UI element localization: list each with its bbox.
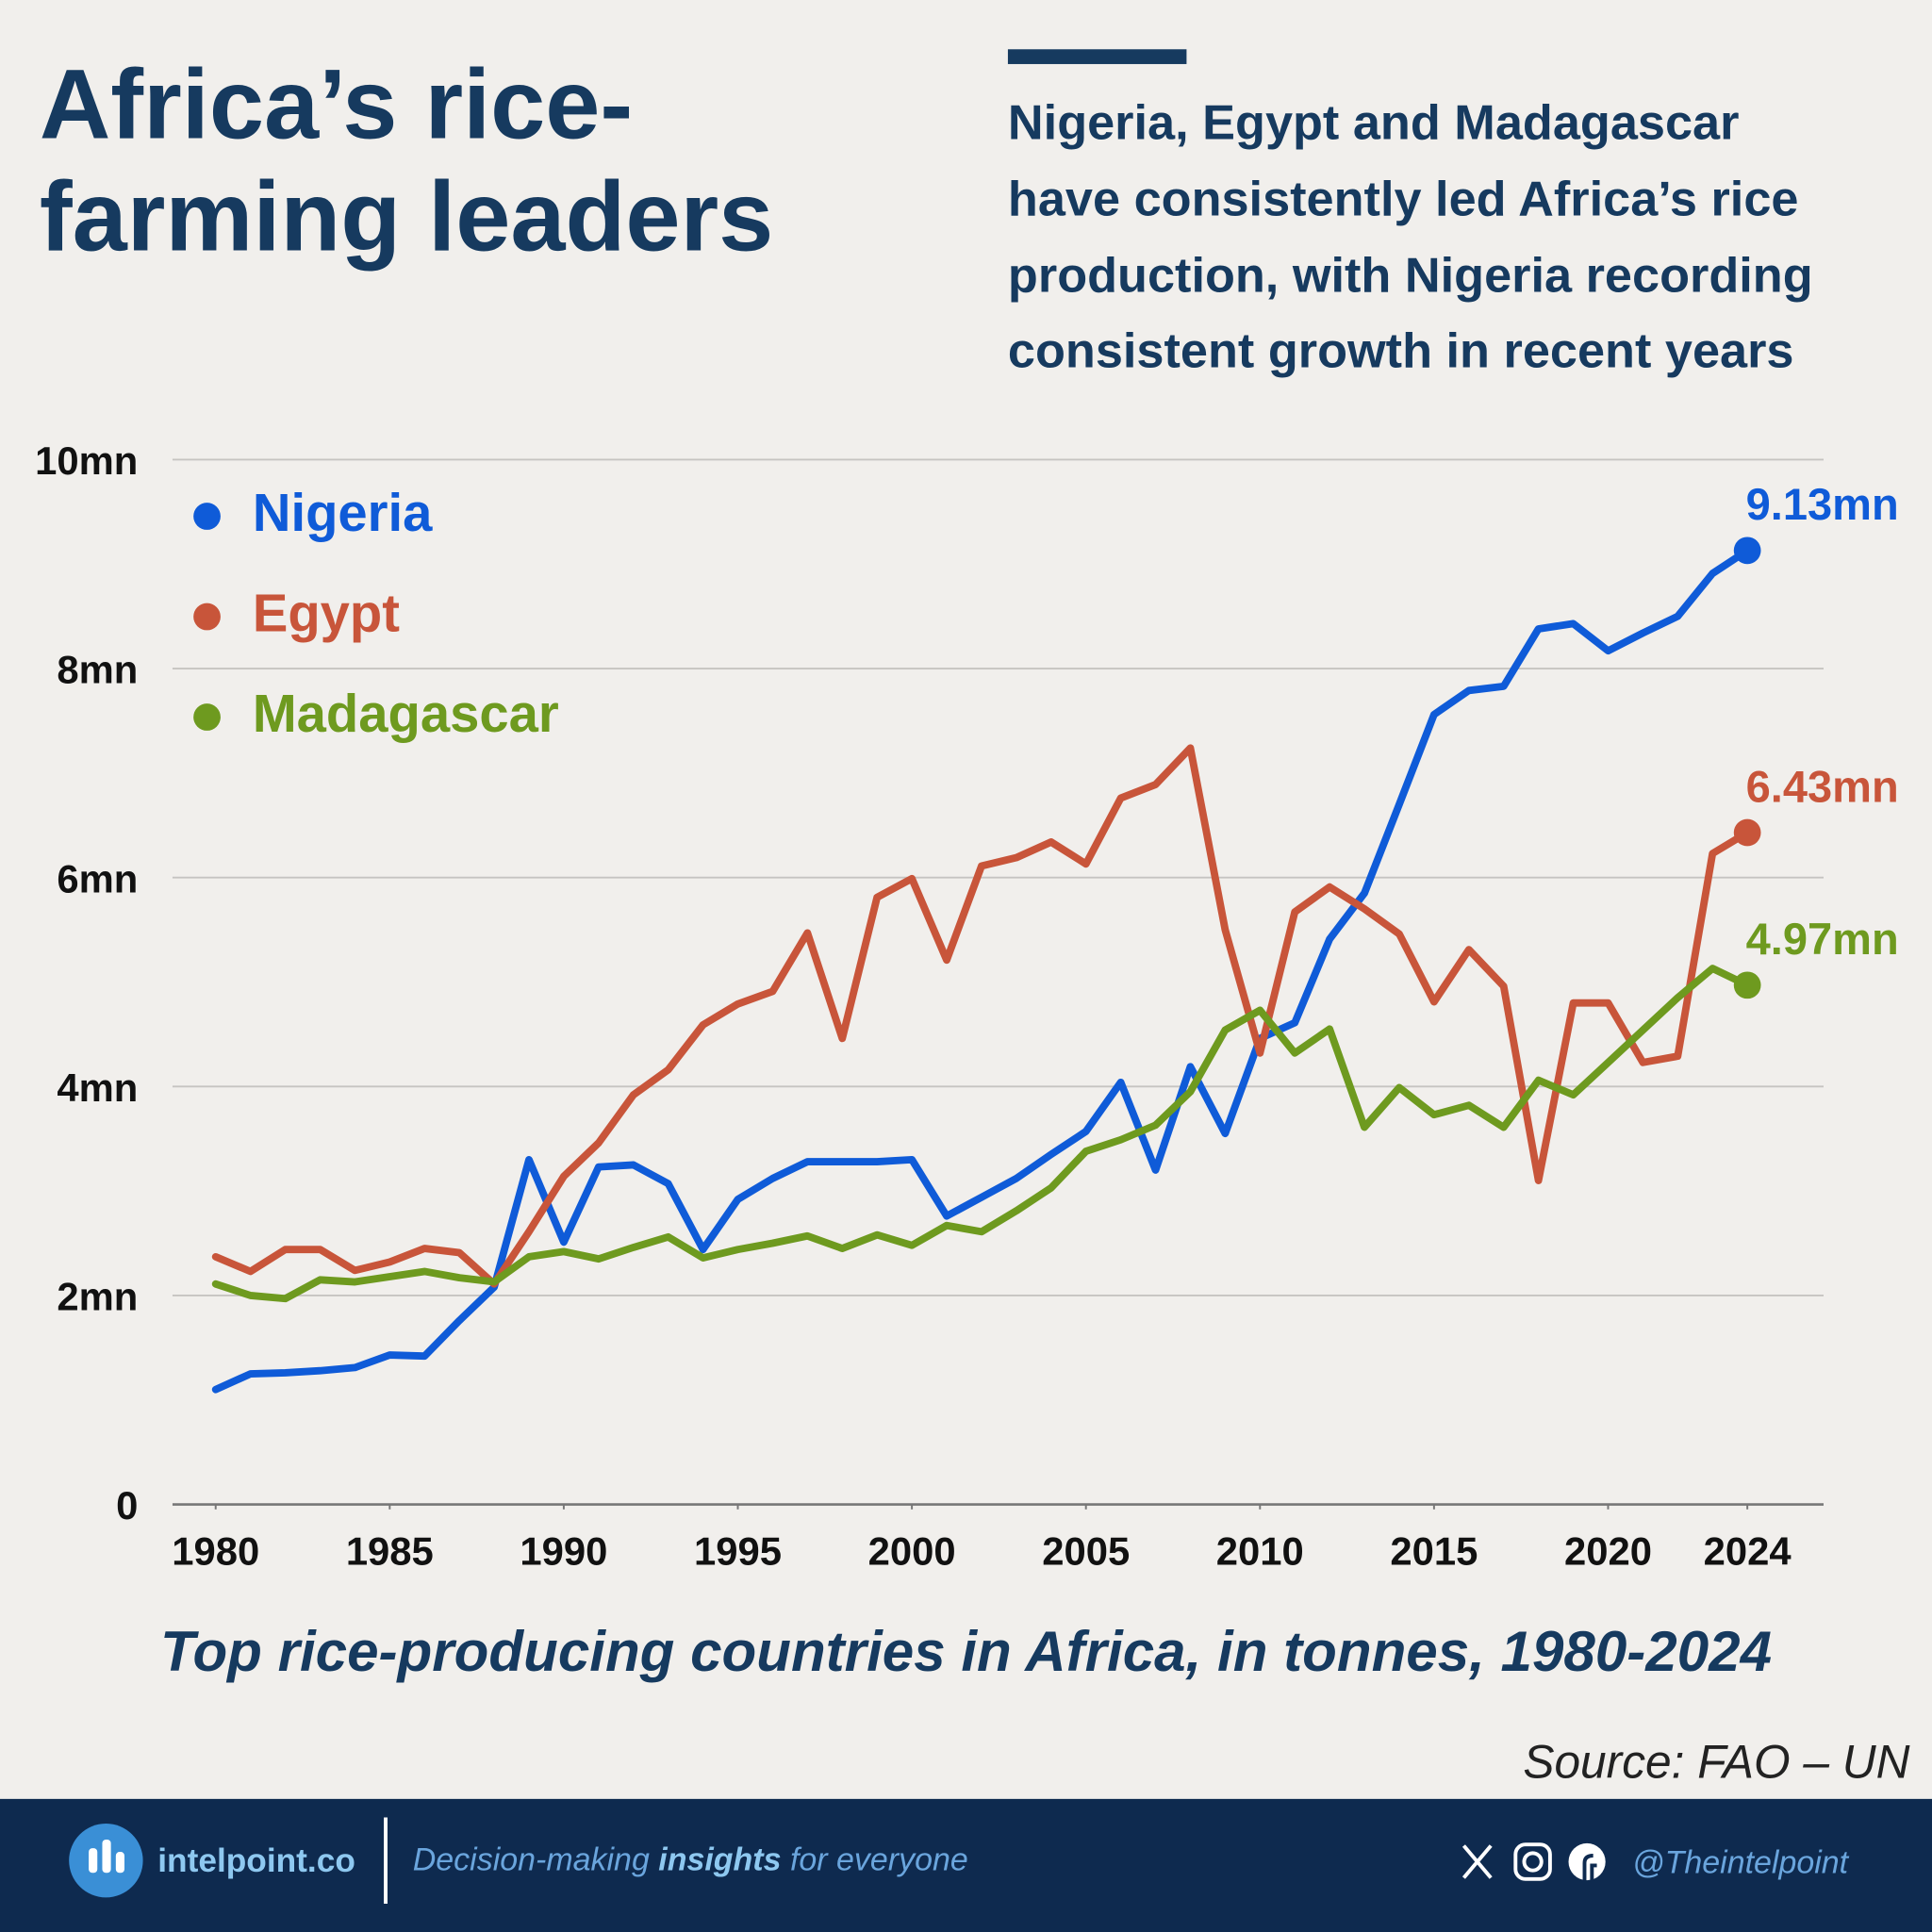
x-tick-label: 1985 bbox=[346, 1529, 434, 1574]
brand: intelpoint.co bbox=[157, 1842, 355, 1879]
tagline-part: for everyone bbox=[782, 1842, 968, 1878]
subtitle-line: have consistently led Africa’s rice bbox=[1008, 173, 1799, 227]
x-tick-label: 2024 bbox=[1704, 1529, 1792, 1574]
series-line bbox=[211, 546, 1752, 1394]
x-tick-label: 1995 bbox=[694, 1529, 782, 1574]
legend-label: Nigeria bbox=[253, 483, 433, 542]
x-tick-label: 2010 bbox=[1216, 1529, 1304, 1574]
x-tick-label: 2015 bbox=[1390, 1529, 1478, 1574]
tagline-part: Decision-making bbox=[413, 1842, 659, 1878]
logo bbox=[69, 1824, 143, 1898]
value-label: 4.97mn bbox=[1746, 914, 1899, 964]
y-tick-label: 4mn bbox=[57, 1065, 138, 1110]
y-tick-label: 10mn bbox=[35, 438, 138, 483]
accent-bar bbox=[1007, 49, 1187, 64]
end-point bbox=[1733, 537, 1761, 565]
tagline-part: insights bbox=[658, 1842, 781, 1878]
value-label: 9.13mn bbox=[1746, 479, 1899, 529]
y-tick-label: 2mn bbox=[57, 1275, 138, 1319]
y-tick-label: 6mn bbox=[57, 856, 138, 900]
social-icons bbox=[1461, 1842, 1606, 1881]
x-tick-label: 2020 bbox=[1564, 1529, 1652, 1574]
source: Source: FAO – UN bbox=[1523, 1736, 1909, 1789]
x-tick-label: 1980 bbox=[172, 1529, 259, 1574]
tagline: Decision-making insights for everyone bbox=[413, 1842, 968, 1878]
title-line: Africa’s rice- bbox=[40, 49, 633, 159]
series-line bbox=[211, 744, 1752, 1288]
caption: Top rice-producing countries in Africa, … bbox=[160, 1620, 1772, 1683]
legend-label: Madagascar bbox=[253, 684, 559, 743]
title-line: farming leaders bbox=[40, 161, 773, 272]
x-tick-label: 2000 bbox=[868, 1529, 956, 1574]
legend-dot bbox=[193, 603, 221, 631]
value-label: 6.43mn bbox=[1746, 761, 1899, 811]
legend-dot bbox=[193, 703, 221, 731]
subtitle-line: production, with Nigeria recording bbox=[1008, 249, 1813, 304]
series-line bbox=[211, 965, 1752, 1303]
x-tick-label: 1990 bbox=[520, 1529, 607, 1574]
subtitle-line: Nigeria, Egypt and Madagascar bbox=[1008, 96, 1740, 151]
footer-band bbox=[0, 1798, 1932, 1932]
legend-dot bbox=[193, 503, 221, 530]
end-point bbox=[1733, 971, 1761, 999]
plot: 0 2mn 4mn 6mn 8mn 10mn 1980 1985 1990 1995 2000 200… bbox=[35, 438, 1899, 1573]
y-tick-label: 8mn bbox=[57, 648, 138, 692]
x-tick-label: 2005 bbox=[1042, 1529, 1130, 1574]
handle: @Theintelpoint bbox=[1632, 1844, 1850, 1880]
legend-label: Egypt bbox=[253, 584, 400, 643]
y-tick-label: 0 bbox=[116, 1483, 138, 1527]
end-point bbox=[1733, 818, 1761, 847]
subtitle-line: consistent growth in recent years bbox=[1008, 323, 1794, 378]
